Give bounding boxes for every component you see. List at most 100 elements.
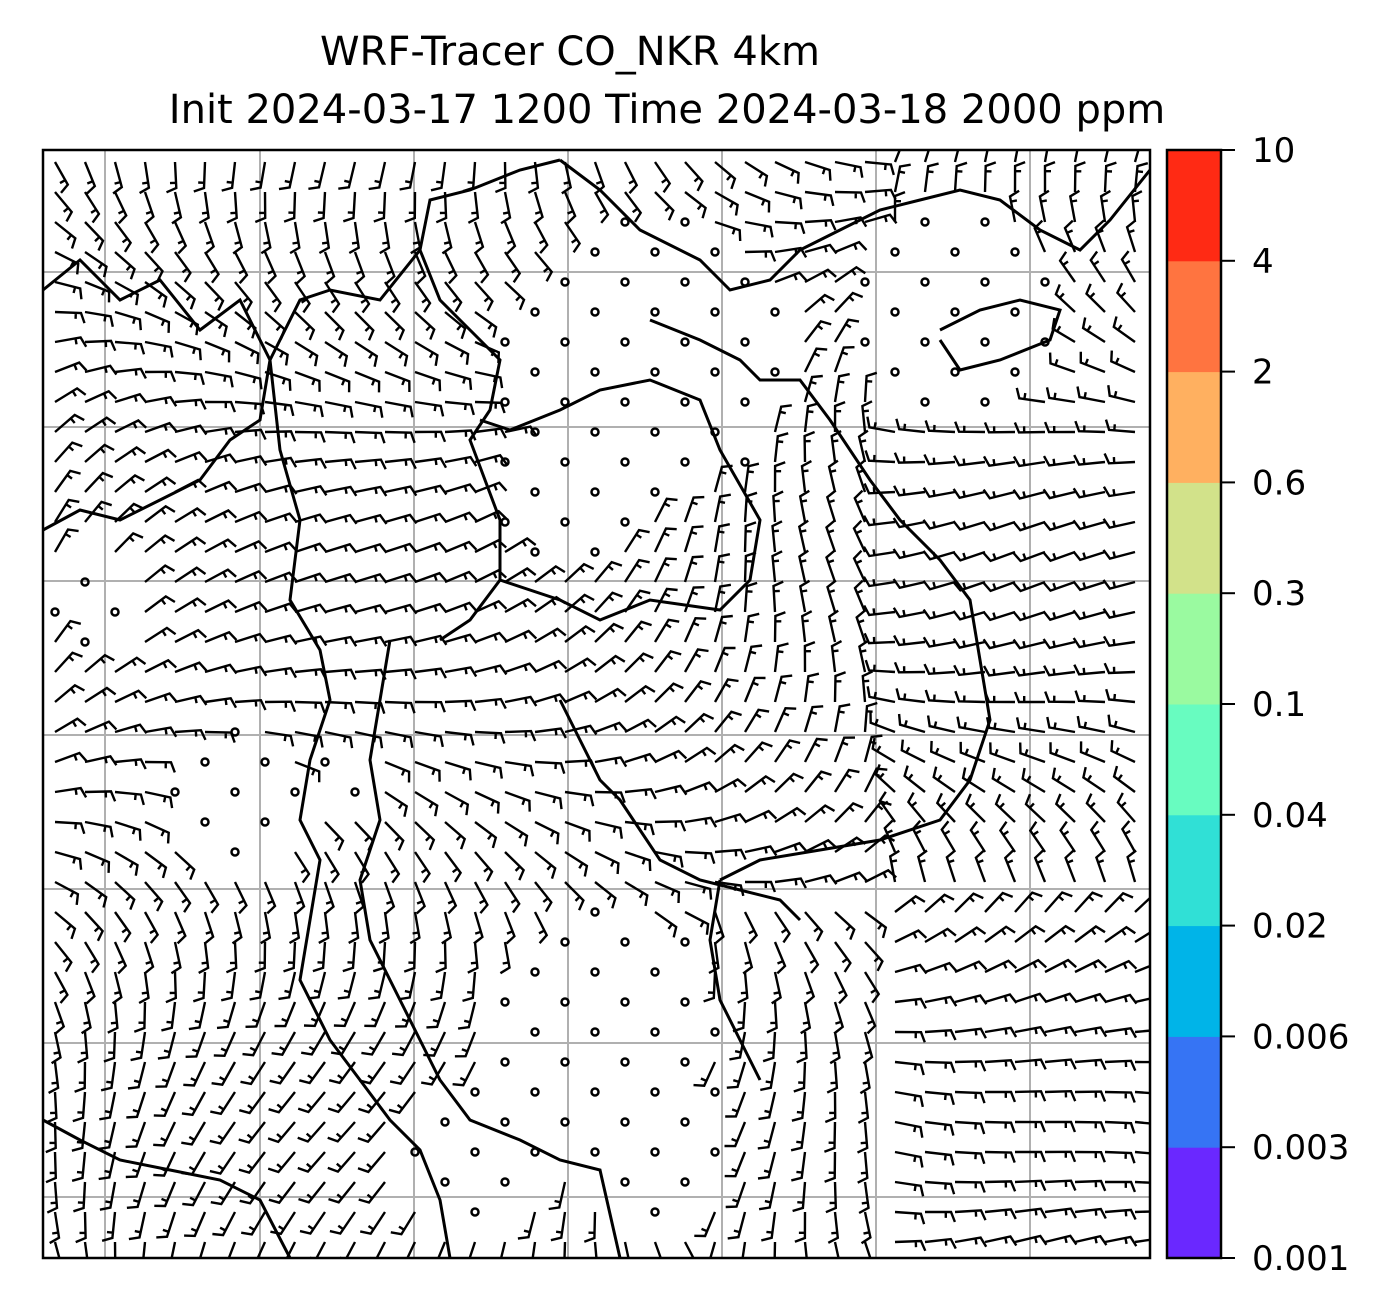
wind-barb — [984, 1235, 1018, 1247]
wind-barb — [1089, 250, 1107, 283]
wind-barb — [1104, 925, 1136, 943]
wind-barb — [924, 1210, 957, 1223]
calm-circle — [740, 337, 750, 347]
wind-barb — [829, 1031, 841, 1065]
wind-barb — [1044, 1179, 1077, 1191]
wind-barb — [283, 941, 297, 973]
wind-barb — [174, 881, 192, 913]
wind-barb — [1116, 792, 1136, 823]
wind-barb — [564, 790, 595, 807]
wind-barb — [860, 1211, 872, 1245]
wind-barb — [803, 640, 816, 673]
wind-barb — [358, 1181, 386, 1204]
calm-circle — [650, 307, 660, 317]
wind-barb — [1024, 793, 1046, 823]
wind-barb — [503, 221, 517, 255]
wind-barb — [1044, 691, 1076, 704]
wind-barb — [144, 504, 176, 523]
wind-barb — [653, 497, 678, 523]
wind-barb — [234, 370, 263, 390]
calm-circle — [1010, 247, 1020, 257]
wind-barb — [952, 637, 986, 649]
wind-barb — [1044, 1025, 1078, 1037]
wind-barb — [400, 1241, 417, 1258]
wind-barb — [204, 599, 238, 614]
wind-barb — [54, 221, 77, 249]
calm-circle — [620, 1117, 630, 1127]
wind-barb — [45, 1121, 57, 1154]
wind-barb — [435, 191, 448, 224]
colorbar-segment — [1167, 371, 1221, 483]
wind-barb — [83, 1241, 89, 1258]
wind-barb — [503, 911, 516, 945]
wind-barb — [327, 1151, 356, 1174]
wind-barb — [354, 668, 387, 681]
wind-barb — [444, 400, 475, 416]
wind-barb — [324, 542, 358, 554]
wind-barb — [1043, 160, 1056, 192]
wind-barb — [1074, 690, 1106, 704]
wind-barb — [924, 1090, 955, 1106]
wind-barb — [683, 525, 704, 553]
wind-barb — [359, 1061, 386, 1085]
wind-barb — [743, 581, 758, 613]
wind-barb — [1074, 1179, 1107, 1192]
wind-barb — [864, 160, 895, 176]
wind-barb — [138, 971, 150, 1005]
wind-barb — [174, 281, 197, 310]
wind-barb — [945, 849, 957, 883]
wind-barb — [893, 634, 926, 647]
calm-circle — [530, 1027, 540, 1037]
wind-barb — [278, 971, 297, 1001]
wind-barb — [713, 646, 736, 673]
calm-circle — [1040, 277, 1050, 287]
calm-circle — [320, 757, 330, 767]
wind-barb — [324, 340, 349, 367]
calm-circle — [80, 577, 90, 587]
wind-barb — [594, 687, 627, 704]
wind-barb — [760, 1061, 777, 1092]
wind-barb — [384, 668, 417, 680]
wind-barb — [1089, 820, 1107, 853]
wind-barb — [260, 911, 272, 945]
wind-barb — [174, 370, 205, 386]
wind-barb — [84, 911, 105, 942]
wind-barb — [954, 1150, 986, 1165]
wind-barb — [593, 191, 610, 224]
wind-barb — [743, 708, 770, 733]
calm-circle — [560, 397, 570, 407]
wind-barb — [534, 693, 568, 704]
wind-barb — [1072, 637, 1106, 649]
chart-subtitle: Init 2024-03-17 1200 Time 2024-03-18 200… — [168, 87, 1166, 133]
wind-barb — [1015, 387, 1046, 404]
wind-barb — [324, 700, 356, 714]
wind-barb — [874, 763, 896, 793]
wind-barb — [804, 293, 835, 313]
wind-barb — [174, 661, 208, 674]
wind-barb — [170, 941, 182, 975]
wind-barb — [894, 1150, 924, 1168]
calm-circle — [1040, 337, 1050, 347]
wind-barb — [354, 513, 388, 525]
wind-barb — [174, 398, 207, 410]
wind-barb — [113, 941, 128, 975]
wind-barb — [114, 310, 142, 331]
wind-barb — [1085, 283, 1106, 313]
wind-barb — [888, 849, 900, 883]
calm-circle — [980, 277, 990, 287]
wind-barb — [353, 881, 365, 915]
wind-barb — [264, 483, 298, 495]
wind-barb — [1076, 386, 1106, 404]
wind-barb — [804, 911, 824, 942]
wind-barb — [772, 580, 784, 613]
wind-barb — [133, 1001, 147, 1033]
wind-barb — [878, 791, 896, 823]
wind-barb — [1103, 453, 1136, 465]
wind-barb — [1073, 161, 1086, 193]
wind-barb — [834, 190, 866, 204]
colorbar-tick-label: 0.04 — [1252, 796, 1328, 836]
wind-barb — [359, 1211, 387, 1236]
wind-barb — [862, 1031, 874, 1065]
wind-barb — [174, 566, 207, 584]
